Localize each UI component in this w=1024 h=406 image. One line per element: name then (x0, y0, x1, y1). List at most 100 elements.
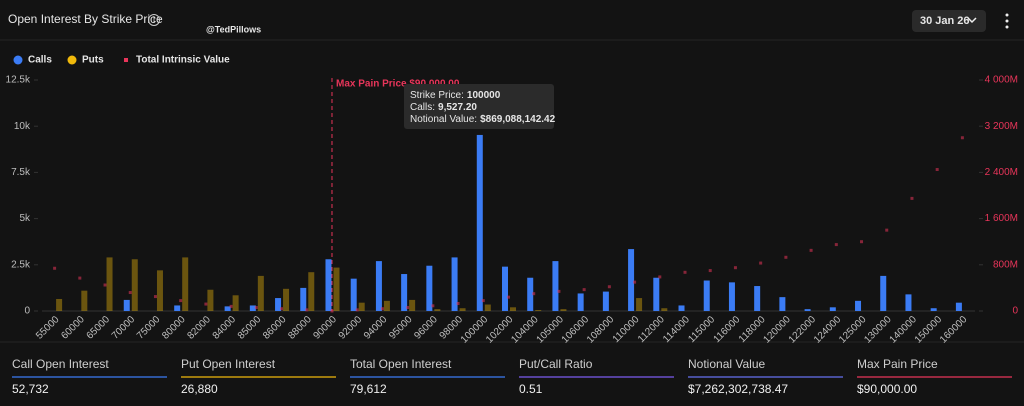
intrinsic-point (456, 301, 460, 305)
call-bar[interactable] (653, 277, 660, 311)
intrinsic-point (254, 306, 258, 310)
call-bar[interactable] (451, 257, 458, 311)
call-bar[interactable] (275, 298, 282, 311)
put-bar[interactable] (106, 257, 113, 311)
more-menu[interactable] (1005, 13, 1009, 29)
intrinsic-point (960, 136, 964, 140)
call-bar[interactable] (325, 259, 332, 311)
put-bar[interactable] (358, 302, 365, 311)
intrinsic-point (759, 261, 763, 265)
put-bar[interactable] (409, 299, 416, 311)
put-bar[interactable] (383, 300, 390, 311)
intrinsic-point (179, 299, 183, 303)
stat-value: 0.51 (519, 382, 543, 396)
call-bar[interactable] (300, 287, 307, 311)
info-icon[interactable] (148, 14, 160, 26)
y-tick-label: 2.5k (11, 259, 31, 270)
call-bar[interactable] (527, 277, 534, 311)
intrinsic-point (355, 308, 359, 312)
put-bar[interactable] (56, 298, 63, 311)
tooltip-row: Strike Price: 100000 (410, 90, 501, 101)
intrinsic-point (406, 306, 410, 310)
max-pain-label: Max Pain Price $90,000.00 (336, 79, 460, 90)
put-bar[interactable] (661, 308, 668, 311)
call-bar[interactable] (628, 249, 635, 311)
stat-value: 79,612 (350, 382, 387, 396)
legend-label: Total Intrinsic Value (136, 55, 230, 66)
call-bar[interactable] (224, 306, 231, 311)
call-bar[interactable] (955, 302, 962, 311)
stat-value: 52,732 (12, 382, 49, 396)
put-bar[interactable] (434, 309, 441, 311)
intrinsic-point (557, 289, 561, 293)
put-bar[interactable] (81, 290, 88, 311)
intrinsic-point (229, 304, 233, 308)
call-bar[interactable] (602, 291, 609, 311)
put-bar[interactable] (636, 298, 643, 311)
call-bar[interactable] (502, 266, 508, 311)
put-bar[interactable] (182, 257, 189, 311)
call-bar[interactable] (375, 261, 382, 311)
tooltip (404, 84, 554, 129)
put-bar[interactable] (560, 309, 567, 311)
info-i: i (153, 15, 155, 24)
put-bar[interactable] (308, 272, 315, 311)
call-bar[interactable] (829, 307, 836, 311)
put-bar[interactable] (131, 259, 138, 311)
put-bar[interactable] (257, 275, 264, 311)
date-dropdown[interactable] (912, 10, 986, 32)
intrinsic-point (78, 276, 82, 280)
intrinsic-point (885, 228, 889, 232)
call-bar[interactable] (779, 297, 786, 311)
intrinsic-point (204, 302, 208, 306)
legend-label: Calls (28, 55, 52, 66)
call-bar[interactable] (855, 300, 862, 311)
y2-tick-label: 800M (993, 259, 1018, 270)
legend-label: Puts (82, 55, 104, 66)
call-bar[interactable] (476, 134, 483, 311)
call-bar[interactable] (678, 305, 685, 311)
legend-swatch (13, 55, 23, 65)
y-tick-label: 0 (24, 306, 30, 317)
put-bar[interactable] (283, 288, 290, 311)
y2-tick-label: 1 600M (985, 213, 1018, 224)
call-bar[interactable] (930, 308, 937, 311)
call-bar[interactable] (905, 294, 912, 311)
y2-tick-label: 3 200M (985, 121, 1018, 132)
call-bar[interactable] (880, 275, 887, 311)
call-bar[interactable] (577, 293, 584, 311)
call-bar[interactable] (754, 286, 761, 311)
y2-tick-label: 4 000M (985, 75, 1018, 86)
call-bar[interactable] (174, 305, 181, 311)
call-bar[interactable] (350, 278, 357, 311)
put-bar[interactable] (510, 307, 516, 311)
y-tick-label: 12.5k (6, 75, 31, 86)
tooltip-value: 9,527.20 (438, 102, 477, 113)
intrinsic-point (809, 248, 813, 252)
intrinsic-point (658, 275, 662, 279)
intrinsic-point (683, 270, 687, 274)
put-bar[interactable] (333, 267, 340, 311)
call-bar[interactable] (728, 282, 735, 311)
put-bar[interactable] (232, 295, 239, 311)
tooltip-value: 100000 (467, 90, 501, 101)
put-bar[interactable] (207, 289, 214, 311)
intrinsic-point (910, 196, 914, 200)
stat-label: Put Open Interest (181, 357, 276, 371)
call-bar[interactable] (552, 261, 559, 311)
put-bar[interactable] (156, 270, 163, 311)
call-bar[interactable] (123, 299, 130, 311)
stat-label: Max Pain Price (857, 357, 938, 371)
call-bar[interactable] (703, 280, 710, 311)
put-bar[interactable] (459, 308, 466, 311)
intrinsic-point (128, 291, 132, 295)
put-bar[interactable] (535, 310, 542, 311)
call-bar[interactable] (426, 265, 433, 311)
call-bar[interactable] (804, 309, 811, 311)
call-bar[interactable] (249, 305, 256, 311)
stat-label: Call Open Interest (12, 357, 109, 371)
put-bar[interactable] (484, 304, 491, 311)
intrinsic-point (582, 288, 586, 292)
call-bar[interactable] (401, 274, 408, 311)
intrinsic-point (733, 266, 737, 270)
